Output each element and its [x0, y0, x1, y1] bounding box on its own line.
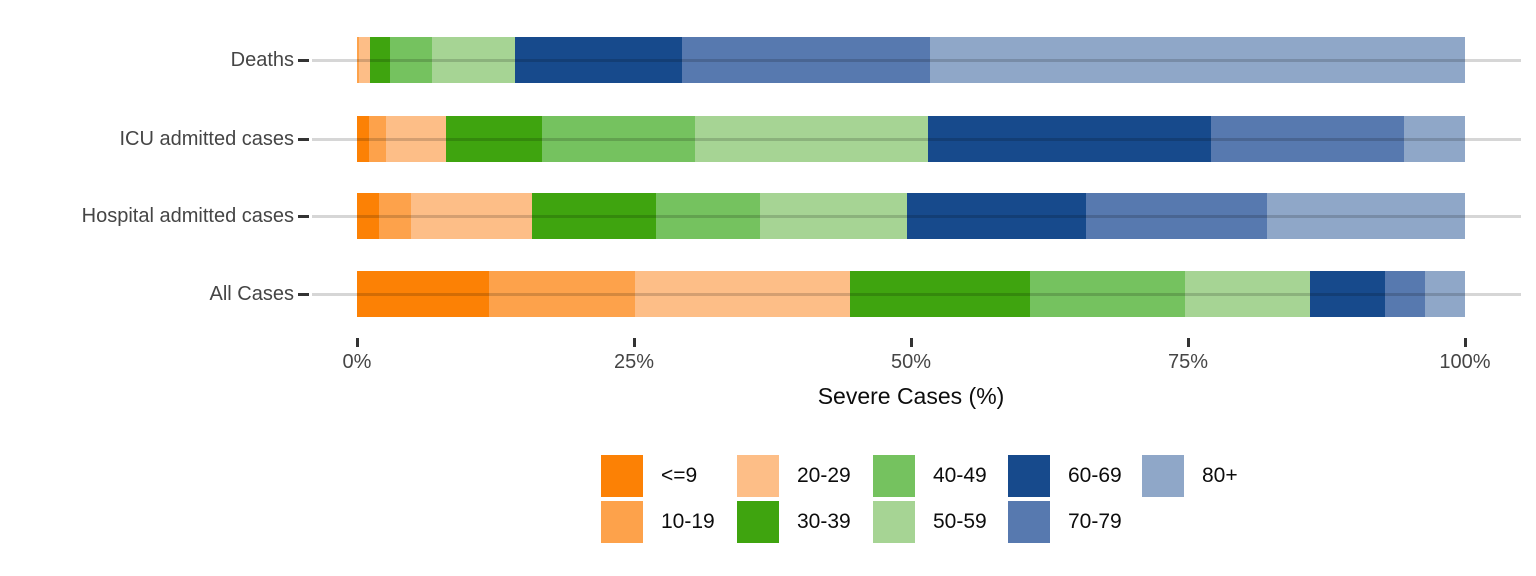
legend-item: 70-79 [1008, 501, 1122, 543]
y-axis-tick [298, 137, 309, 141]
legend-label: 30-39 [797, 510, 851, 533]
y-axis-tick [298, 214, 309, 218]
bar-segment [681, 37, 930, 83]
bar-segment [390, 37, 433, 83]
bar-segment [357, 193, 380, 239]
legend-label: 50-59 [933, 510, 987, 533]
legend-item: 40-49 [873, 455, 987, 497]
bar-segment [929, 37, 1465, 83]
legend-swatch [1008, 501, 1050, 543]
bar-segment [1309, 271, 1386, 317]
x-axis-title: Severe Cases (%) [817, 383, 1005, 409]
legend-label: 20-29 [797, 464, 851, 487]
bar-segment [1385, 271, 1426, 317]
x-axis-tick [632, 338, 636, 347]
bar-row [357, 116, 1465, 162]
bar-segment [635, 271, 851, 317]
bar-segment [1266, 193, 1465, 239]
bar-segment [1425, 271, 1465, 317]
bar-segment [1184, 271, 1310, 317]
bar-segment [760, 193, 907, 239]
bar-segment [1029, 271, 1185, 317]
bar-segment [369, 116, 386, 162]
bar-segment [694, 116, 928, 162]
bar-segment [906, 193, 1087, 239]
legend-swatch [873, 455, 915, 497]
legend-item: 60-69 [1008, 455, 1122, 497]
bar-segment [357, 116, 370, 162]
legend-swatch [1142, 455, 1184, 497]
legend-label: 40-49 [933, 464, 987, 487]
x-axis-tick [909, 338, 913, 347]
x-axis-tick [355, 338, 359, 347]
y-axis-label: ICU admitted cases [119, 128, 294, 150]
bar-segment [359, 37, 371, 83]
bar-segment [656, 193, 761, 239]
bar-row [357, 37, 1465, 83]
legend-swatch [1008, 455, 1050, 497]
legend-swatch [873, 501, 915, 543]
bar-segment [850, 271, 1030, 317]
bar-segment [411, 193, 533, 239]
legend-swatch [737, 501, 779, 543]
legend-label: 70-79 [1068, 510, 1122, 533]
legend-item: 10-19 [601, 501, 715, 543]
x-axis-tick [1186, 338, 1190, 347]
legend-item: 50-59 [873, 501, 987, 543]
x-axis-tick-label: 0% [342, 351, 372, 373]
y-axis-tick [298, 58, 309, 62]
bar-segment [357, 271, 489, 317]
bar-row [357, 193, 1465, 239]
x-axis-tick-label: 25% [613, 351, 655, 373]
legend-item: 20-29 [737, 455, 851, 497]
bar-segment [515, 37, 682, 83]
y-axis-label: Deaths [230, 49, 294, 71]
bar-segment [1086, 193, 1267, 239]
legend-item: 80+ [1142, 455, 1238, 497]
legend-item: <=9 [601, 455, 697, 497]
bar-row [357, 271, 1465, 317]
bar-segment [445, 116, 543, 162]
bar-segment [927, 116, 1212, 162]
bar-segment [488, 271, 636, 317]
bar-segment [357, 37, 360, 83]
legend-label: 60-69 [1068, 464, 1122, 487]
x-axis-tick-label: 75% [1167, 351, 1209, 373]
x-axis-tick-label: 100% [1439, 351, 1491, 373]
bar-segment [1211, 116, 1404, 162]
legend-label: <=9 [661, 464, 698, 487]
bar-segment [532, 193, 657, 239]
bar-segment [432, 37, 516, 83]
y-axis-label: All Cases [209, 283, 294, 305]
bar-segment [542, 116, 695, 162]
bar-segment [1404, 116, 1465, 162]
bar-segment [379, 193, 412, 239]
legend-label: 80+ [1202, 464, 1238, 487]
x-axis-tick [1463, 338, 1467, 347]
legend-swatch [601, 501, 643, 543]
bar-segment [370, 37, 391, 83]
bar-segment [385, 116, 446, 162]
legend-swatch [601, 455, 643, 497]
legend-label: 10-19 [661, 510, 715, 533]
y-axis-label: Hospital admitted cases [81, 205, 294, 227]
y-axis-tick [298, 292, 309, 296]
x-axis-tick-label: 50% [890, 351, 932, 373]
legend-item: 30-39 [737, 501, 851, 543]
legend-swatch [737, 455, 779, 497]
